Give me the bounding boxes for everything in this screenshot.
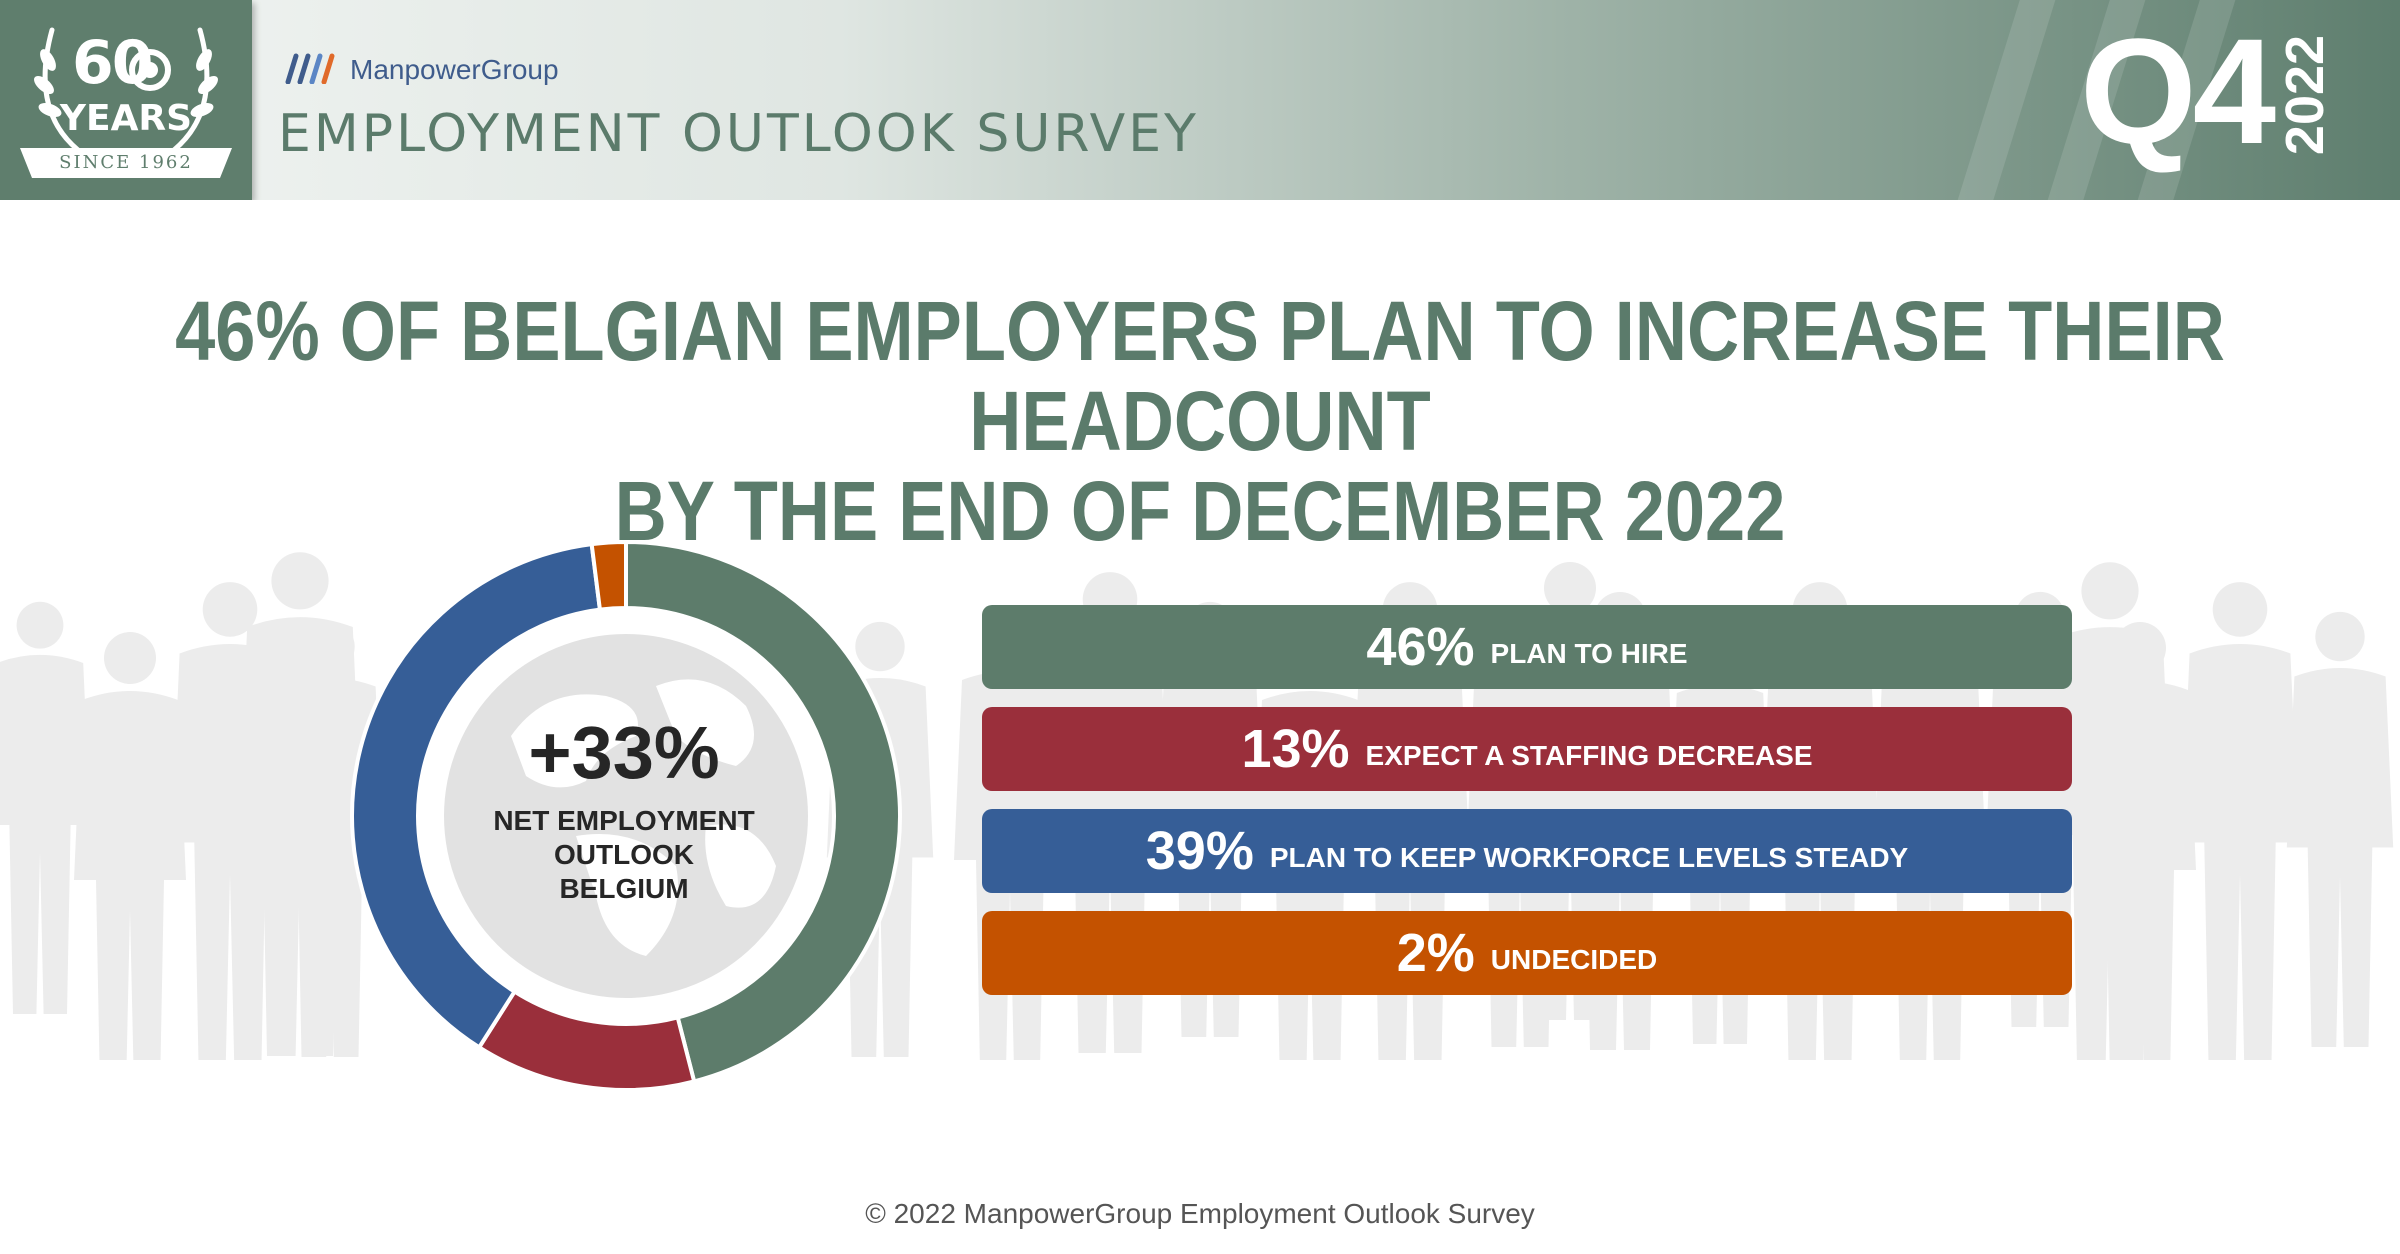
quarter-label: Q4 xyxy=(2080,7,2276,175)
donut-slice-staffing-decrease xyxy=(476,988,697,1092)
person-body xyxy=(74,691,186,1060)
badge-years: YEARS xyxy=(59,98,193,139)
person-silhouette xyxy=(2048,562,2172,1060)
badge-since: SINCE 1962 xyxy=(59,152,193,173)
person-head xyxy=(2212,582,2268,637)
person-silhouette xyxy=(0,601,91,1015)
logo-stripes-icon xyxy=(285,53,335,84)
person-head xyxy=(2315,611,2365,662)
globe-icon xyxy=(444,634,808,998)
person-silhouette xyxy=(2181,582,2299,1060)
net-outlook-value: +33% xyxy=(528,711,720,794)
bar-plan-to-hire-value: 46% xyxy=(1366,617,1475,677)
header-stripes-decoration xyxy=(1957,0,2236,200)
person-head xyxy=(16,601,64,649)
person-body xyxy=(2048,627,2172,1060)
donut-slice-keep-steady xyxy=(350,541,603,1051)
bar-keep-steady-value: 39% xyxy=(1145,821,1254,881)
net-outlook-label-line-1: NET EMPLOYMENT xyxy=(493,805,755,836)
person-body xyxy=(0,654,91,1015)
person-head xyxy=(1544,562,1596,614)
net-outlook-label-line-2: OUTLOOK xyxy=(554,839,694,870)
bar-staffing-decrease-label: EXPECT A STAFFING DECREASE xyxy=(1365,740,1813,771)
brand-name: ManpowerGroup xyxy=(350,54,559,85)
header-banner: 60 YEARS SINCE 1962 ManpowerGroup EMPLOY… xyxy=(0,0,2400,200)
person-head xyxy=(271,552,329,610)
bar-plan-to-hire: 46% PLAN TO HIRE xyxy=(982,605,2072,689)
bar-keep-steady: 39% PLAN TO KEEP WORKFORCE LEVELS STEADY xyxy=(982,809,2072,893)
headline-line-2: BY THE END OF DECEMBER 2022 xyxy=(614,464,1786,558)
person-head xyxy=(2081,562,2139,620)
laurel-wreath-icon xyxy=(20,27,232,178)
survey-title: EMPLOYMENT OUTLOOK SURVEY xyxy=(278,104,1199,164)
person-head xyxy=(202,582,258,637)
copyright-footer: © 2022 ManpowerGroup Employment Outlook … xyxy=(865,1198,1535,1229)
bar-keep-steady-label: PLAN TO KEEP WORKFORCE LEVELS STEADY xyxy=(1269,842,1909,873)
person-head xyxy=(104,632,156,684)
page-headline: 46% OF BELGIAN EMPLOYERS PLAN TO INCREAS… xyxy=(168,286,2232,556)
year-label: 2022 xyxy=(2275,34,2335,156)
year-label-box: 2022 xyxy=(2275,30,2335,160)
person-body xyxy=(2181,644,2299,1060)
person-head xyxy=(855,621,905,672)
bar-staffing-decrease: 13% EXPECT A STAFFING DECREASE xyxy=(982,707,2072,791)
donut-chart xyxy=(350,539,902,1092)
person-body xyxy=(2286,667,2394,1047)
anniversary-badge: 60 YEARS SINCE 1962 xyxy=(0,0,252,200)
bar-undecided-value: 2% xyxy=(1396,923,1475,983)
person-silhouette xyxy=(74,632,186,1060)
legend-bars: 46% PLAN TO HIRE 13% EXPECT A STAFFING D… xyxy=(982,605,2072,1013)
person-silhouette xyxy=(238,552,362,1056)
donut-slice-undecided xyxy=(589,539,628,612)
headline-line-1: 46% OF BELGIAN EMPLOYERS PLAN TO INCREAS… xyxy=(175,284,2225,468)
donut-slice-plan-to-hire xyxy=(624,539,902,1084)
person-body xyxy=(238,617,362,1056)
badge-number: 60 xyxy=(72,28,153,98)
person-silhouette xyxy=(2286,611,2394,1047)
bar-undecided-label: UNDECIDED xyxy=(1490,944,1658,975)
net-outlook-label: NET EMPLOYMENT OUTLOOK BELGIUM xyxy=(474,804,774,906)
net-outlook-label-line-3: BELGIUM xyxy=(559,873,689,904)
bar-staffing-decrease-value: 13% xyxy=(1241,719,1350,779)
bar-undecided: 2% UNDECIDED xyxy=(982,911,2072,995)
bar-plan-to-hire-label: PLAN TO HIRE xyxy=(1490,638,1688,669)
